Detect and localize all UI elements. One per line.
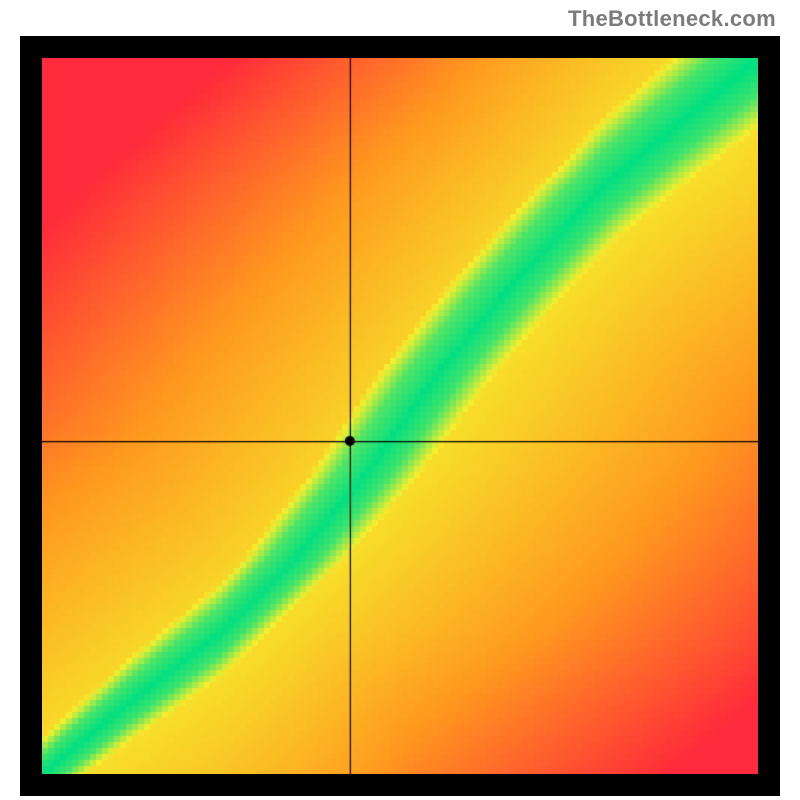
image-container: TheBottleneck.com [0, 0, 800, 800]
watermark-text: TheBottleneck.com [568, 6, 776, 32]
overlay-canvas [42, 58, 758, 774]
